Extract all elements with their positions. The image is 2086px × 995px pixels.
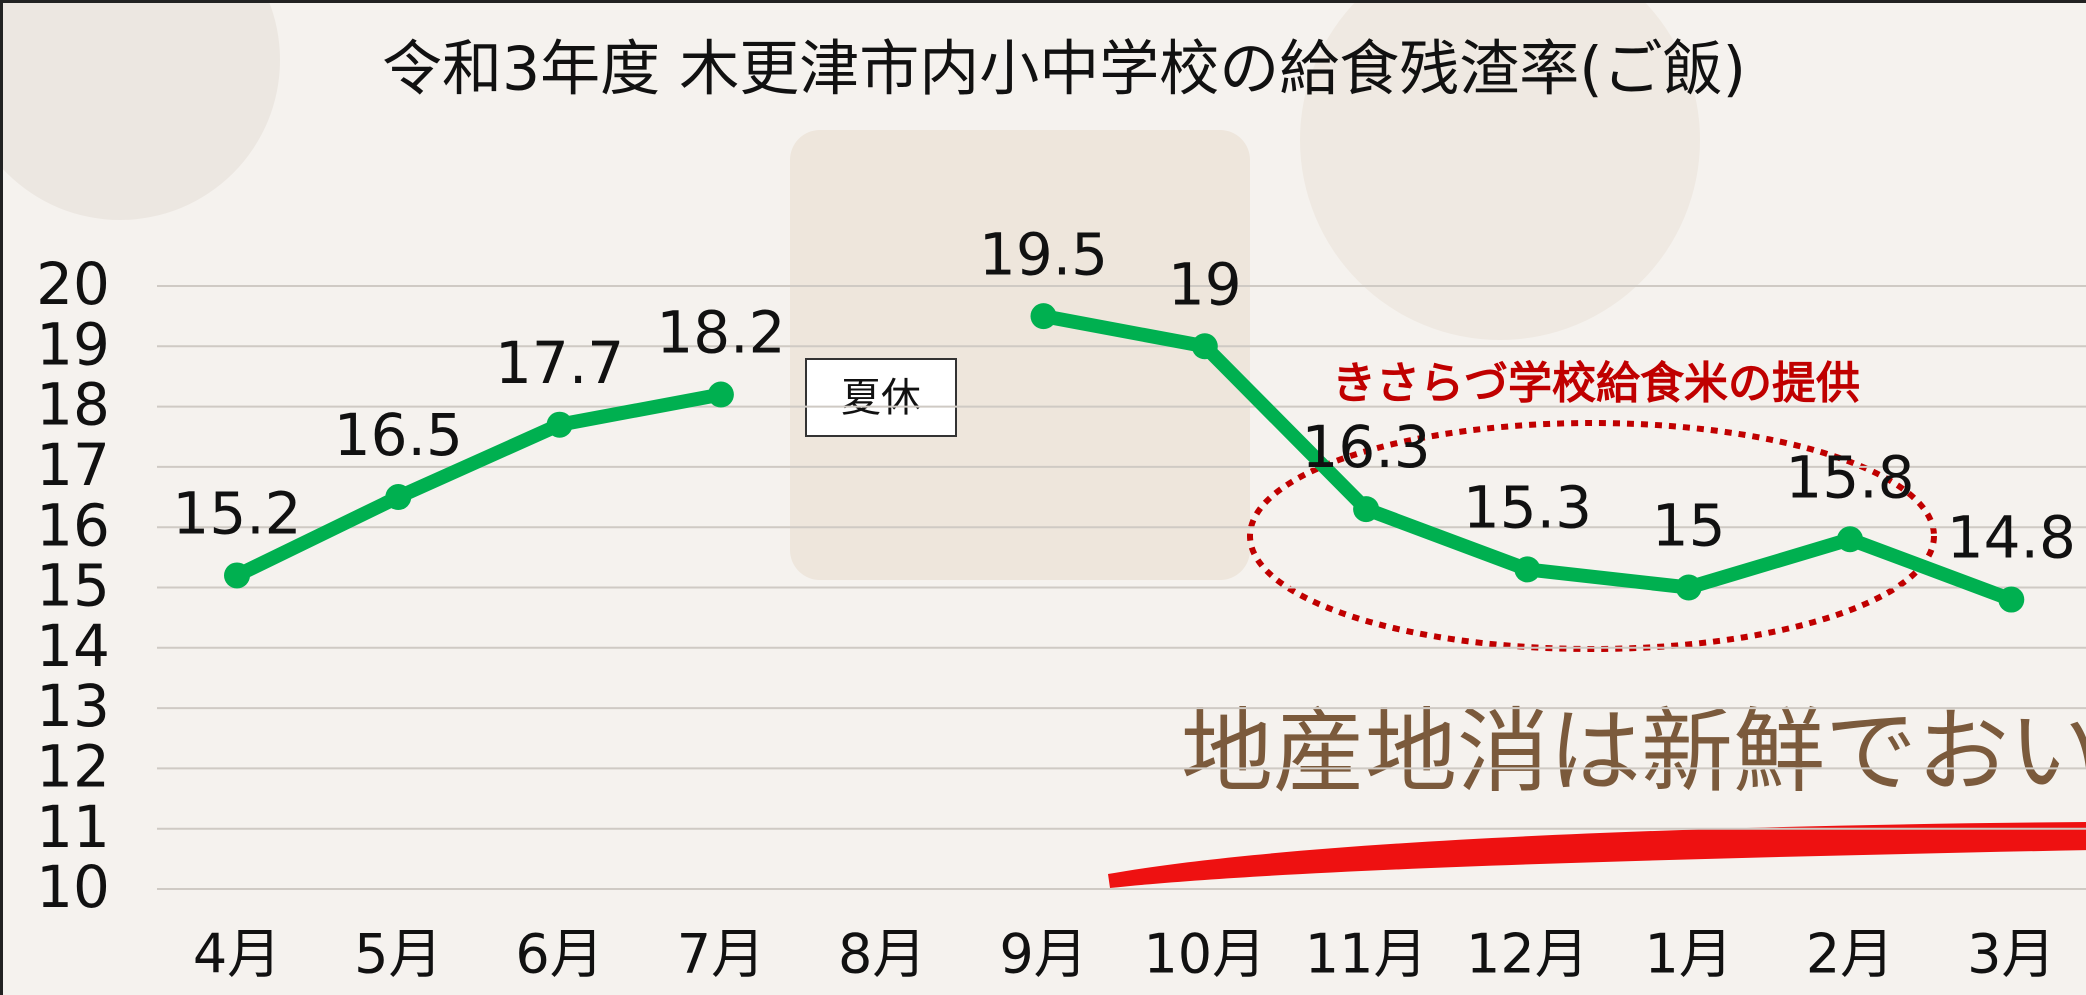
data-point	[1676, 575, 1702, 601]
y-tick-label: 15	[36, 552, 110, 620]
annotation: きさらづ学校給食米の提供	[1332, 358, 1860, 409]
data-label: 15.2	[172, 480, 301, 548]
page: 令和3年度 木更津市内小中学校の給食残渣率(ご飯) 夏休 きさらづ学校給食米の提…	[0, 0, 2086, 995]
data-point	[708, 382, 734, 408]
y-tick-label: 17	[36, 431, 110, 499]
data-point	[1192, 333, 1218, 359]
x-tick-label: 11月	[1305, 923, 1428, 986]
data-label: 18.2	[656, 299, 785, 367]
chart: 令和3年度 木更津市内小中学校の給食残渣率(ご飯) 夏休 きさらづ学校給食米の提…	[0, 0, 2086, 995]
chart-title: 令和3年度 木更津市内小中学校の給食残渣率(ご飯)	[382, 35, 1746, 105]
data-label: 16.5	[334, 401, 463, 469]
y-tick-label: 14	[36, 612, 110, 680]
y-tick-label: 13	[36, 672, 110, 740]
data-point	[1998, 587, 2024, 613]
data-point	[1837, 526, 1863, 552]
x-tick-label: 8月	[838, 923, 926, 986]
x-tick-label: 7月	[677, 923, 765, 986]
data-label: 15.8	[1785, 443, 1914, 511]
y-tick-label: 19	[36, 310, 110, 378]
annotation: 地産地消は新鮮でおい	[1181, 698, 2086, 805]
x-tick-label: 6月	[515, 923, 603, 986]
data-label: 14.8	[1947, 504, 2076, 572]
y-tick-label: 10	[36, 853, 110, 921]
annotation: 夏休	[841, 375, 921, 421]
data-label: 17.7	[495, 329, 624, 397]
data-label: 15	[1652, 492, 1726, 560]
data-point	[547, 412, 573, 438]
x-tick-label: 1月	[1645, 923, 1733, 986]
y-tick-label: 11	[36, 793, 110, 861]
x-tick-label: 2月	[1806, 923, 1894, 986]
x-tick-label: 12月	[1466, 923, 1589, 986]
background-decor	[790, 130, 1250, 580]
data-point	[1353, 496, 1379, 522]
data-point	[1031, 303, 1057, 329]
x-tick-label: 3月	[1967, 923, 2055, 986]
data-label: 16.3	[1302, 413, 1431, 481]
x-tick-label: 9月	[999, 923, 1087, 986]
data-label: 15.3	[1463, 474, 1592, 542]
data-label: 19.5	[979, 220, 1108, 288]
x-tick-label: 10月	[1143, 923, 1266, 986]
y-tick-label: 18	[36, 371, 110, 439]
data-label: 19	[1168, 250, 1242, 318]
x-tick-label: 4月	[193, 923, 281, 986]
y-tick-label: 16	[36, 491, 110, 559]
data-point	[1514, 556, 1540, 582]
y-tick-label: 12	[36, 733, 110, 801]
x-tick-label: 5月	[354, 923, 442, 986]
y-tick-label: 20	[36, 250, 110, 318]
data-point	[385, 484, 411, 510]
data-point	[224, 562, 250, 588]
